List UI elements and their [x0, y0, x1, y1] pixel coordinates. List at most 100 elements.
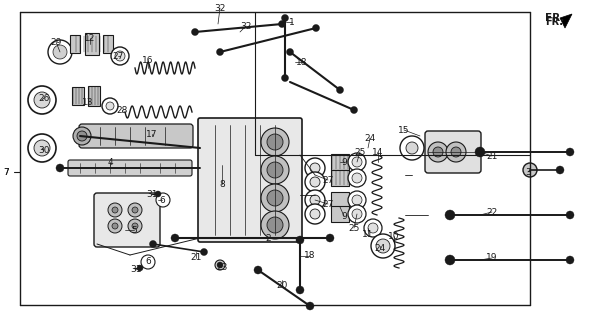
FancyBboxPatch shape: [425, 131, 481, 173]
Circle shape: [34, 92, 50, 108]
Text: 12: 12: [84, 34, 96, 43]
Circle shape: [216, 49, 224, 55]
Text: 10: 10: [388, 231, 399, 241]
Circle shape: [215, 260, 225, 270]
Text: 29: 29: [50, 37, 62, 46]
Text: FR.: FR.: [545, 13, 565, 23]
Bar: [331, 154, 349, 170]
Text: 27: 27: [112, 52, 124, 60]
Bar: [72, 87, 84, 105]
Circle shape: [267, 190, 283, 206]
Circle shape: [445, 210, 455, 220]
Circle shape: [73, 127, 91, 145]
Circle shape: [267, 217, 283, 233]
Text: 28: 28: [117, 106, 128, 115]
Circle shape: [102, 98, 118, 114]
Circle shape: [306, 302, 314, 310]
Circle shape: [348, 205, 366, 223]
Text: 9: 9: [341, 157, 347, 166]
Bar: [103, 35, 113, 53]
Text: 31: 31: [147, 189, 158, 198]
Text: 24: 24: [364, 133, 376, 142]
Circle shape: [261, 128, 289, 156]
Text: 17: 17: [147, 130, 158, 139]
Circle shape: [348, 169, 366, 187]
Circle shape: [428, 142, 448, 162]
Circle shape: [368, 223, 378, 233]
Text: 23: 23: [216, 263, 228, 273]
Text: 8: 8: [219, 180, 225, 188]
Circle shape: [326, 234, 334, 242]
Circle shape: [137, 265, 143, 271]
Text: 30: 30: [38, 146, 50, 155]
Circle shape: [108, 219, 122, 233]
Circle shape: [200, 249, 208, 255]
Circle shape: [310, 163, 320, 173]
Circle shape: [296, 236, 304, 244]
Circle shape: [376, 239, 390, 253]
Circle shape: [352, 209, 362, 219]
Circle shape: [348, 153, 366, 171]
Circle shape: [556, 166, 564, 174]
Circle shape: [406, 142, 418, 154]
Circle shape: [286, 49, 294, 55]
Circle shape: [34, 140, 50, 156]
Text: 4: 4: [107, 157, 113, 166]
Circle shape: [433, 147, 443, 157]
Text: 25: 25: [354, 148, 366, 156]
Circle shape: [337, 86, 343, 93]
Text: 16: 16: [142, 55, 154, 65]
Text: 11: 11: [362, 229, 374, 238]
Text: 18: 18: [304, 252, 316, 260]
Circle shape: [261, 211, 289, 239]
Circle shape: [217, 262, 223, 268]
Circle shape: [566, 211, 574, 219]
Text: 2: 2: [265, 234, 271, 243]
Circle shape: [371, 234, 395, 258]
Bar: [331, 170, 349, 186]
Circle shape: [48, 40, 72, 64]
Circle shape: [446, 142, 466, 162]
Circle shape: [28, 134, 56, 162]
Text: 22: 22: [486, 207, 498, 217]
Text: 18: 18: [296, 58, 308, 67]
Polygon shape: [560, 14, 572, 28]
Circle shape: [475, 147, 485, 157]
FancyBboxPatch shape: [68, 160, 192, 176]
Circle shape: [261, 184, 289, 212]
Circle shape: [523, 163, 537, 177]
Text: 6: 6: [159, 196, 165, 204]
Text: 19: 19: [486, 253, 498, 262]
Circle shape: [400, 136, 424, 160]
Circle shape: [364, 219, 382, 237]
Circle shape: [282, 14, 288, 21]
Circle shape: [156, 193, 170, 207]
Circle shape: [77, 131, 87, 141]
Text: 5: 5: [131, 226, 137, 235]
Circle shape: [111, 47, 129, 65]
Circle shape: [352, 195, 362, 205]
Circle shape: [56, 164, 64, 172]
Circle shape: [144, 258, 152, 266]
Circle shape: [254, 266, 262, 274]
Text: 9: 9: [341, 212, 347, 220]
Circle shape: [132, 223, 138, 229]
Circle shape: [310, 177, 320, 187]
Text: 13: 13: [83, 98, 94, 107]
FancyBboxPatch shape: [79, 124, 193, 148]
Text: 7: 7: [3, 167, 9, 177]
Circle shape: [112, 223, 118, 229]
Circle shape: [267, 162, 283, 178]
Bar: [88, 86, 100, 106]
Bar: [331, 206, 349, 222]
Circle shape: [159, 196, 167, 204]
Text: 21: 21: [190, 253, 202, 262]
Circle shape: [141, 255, 155, 269]
Text: 1: 1: [289, 18, 295, 27]
FancyBboxPatch shape: [94, 193, 160, 247]
Circle shape: [445, 255, 455, 265]
Text: 21: 21: [486, 151, 498, 161]
Circle shape: [451, 147, 461, 157]
Circle shape: [305, 204, 325, 224]
Circle shape: [108, 203, 122, 217]
